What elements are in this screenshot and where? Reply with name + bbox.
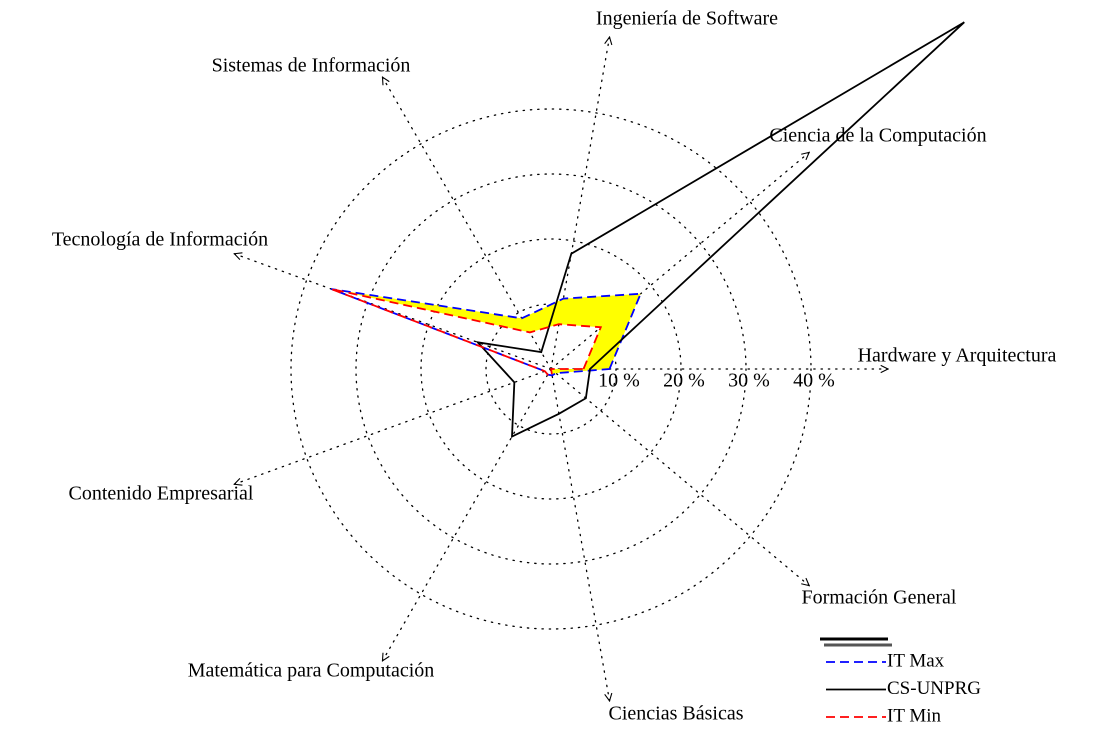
axis-label: Matemática para Computación	[188, 660, 435, 682]
grid-ring	[290, 108, 812, 630]
axis-line	[550, 368, 809, 586]
r-tick-label: 10 %	[598, 370, 640, 392]
axis-line	[550, 152, 809, 370]
text-layer: Hardware y Arquitectura Ciencia de la Com…	[52, 8, 1057, 727]
r-tick-label: 40 %	[793, 370, 835, 392]
axis-label: Ciencias Básicas	[609, 703, 744, 725]
r-tick-label: 30 %	[728, 370, 770, 392]
series-line	[475, 21, 965, 439]
grid-layer	[234, 37, 888, 701]
legend-label: IT Max	[887, 650, 945, 671]
grid-ring	[485, 303, 617, 435]
axis-line	[234, 254, 552, 370]
axis-line	[381, 368, 552, 661]
axis-label: Ciencia de la Computación	[769, 125, 986, 147]
axis-label: Tecnología de Información	[52, 229, 268, 251]
grid-ring	[355, 173, 747, 565]
fill-between	[331, 288, 641, 376]
fill-layer	[331, 288, 641, 376]
legend-label: CS-UNPRG	[887, 678, 981, 699]
axis-label: Ingeniería de Software	[596, 8, 778, 30]
series-line	[330, 288, 603, 377]
axis-label: Hardware y Arquitectura	[858, 345, 1057, 367]
axis-label: Formación General	[802, 587, 957, 609]
axis-line	[381, 77, 552, 370]
grid-ring	[420, 238, 682, 500]
r-tick-label: 20 %	[663, 370, 705, 392]
lines-layer	[330, 21, 965, 439]
axis-line	[234, 368, 552, 484]
axis-label: Sistemas de Información	[212, 55, 411, 77]
axis-line	[550, 37, 610, 370]
axis-label: Contenido Empresarial	[69, 483, 254, 505]
axis-line	[550, 368, 610, 701]
legend-label: IT Min	[887, 705, 942, 726]
